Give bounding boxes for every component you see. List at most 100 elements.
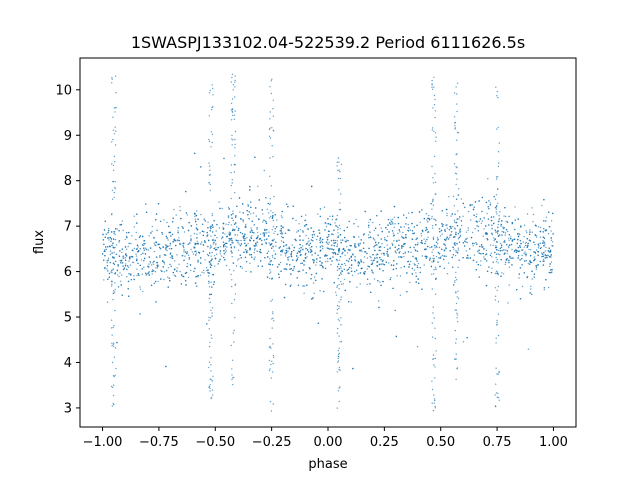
- data-point: [337, 327, 339, 330]
- data-point: [210, 131, 212, 133]
- data-point: [353, 223, 355, 225]
- data-point: [450, 215, 452, 217]
- data-point: [231, 73, 234, 76]
- data-point: [416, 264, 418, 267]
- data-point: [489, 204, 492, 206]
- data-point: [288, 256, 290, 258]
- data-point: [472, 208, 475, 211]
- data-point: [215, 244, 217, 246]
- data-point: [455, 338, 457, 340]
- data-point: [145, 211, 148, 213]
- data-point: [148, 235, 150, 237]
- data-point: [173, 268, 176, 271]
- data-point: [396, 275, 398, 277]
- data-point: [112, 394, 115, 397]
- data-point: [230, 197, 232, 200]
- data-point: [434, 116, 436, 119]
- data-point: [529, 260, 531, 262]
- data-point: [211, 337, 213, 339]
- data-point: [107, 230, 110, 232]
- data-point: [218, 201, 220, 203]
- data-point: [108, 272, 111, 275]
- x-tick-label: 0.75: [483, 435, 512, 450]
- data-point: [338, 387, 340, 389]
- data-point: [251, 235, 253, 237]
- data-point: [239, 211, 241, 213]
- data-point: [274, 257, 276, 260]
- data-point: [446, 238, 448, 240]
- data-point: [489, 202, 491, 204]
- data-point: [398, 248, 400, 250]
- data-point: [428, 217, 430, 220]
- data-point: [433, 218, 435, 220]
- data-point: [135, 248, 138, 250]
- data-point: [423, 264, 425, 266]
- x-tick-label: 0.25: [370, 435, 399, 450]
- data-point: [113, 251, 115, 254]
- data-point: [309, 247, 311, 249]
- data-point: [111, 269, 113, 272]
- data-point: [488, 200, 490, 202]
- data-point: [103, 259, 105, 261]
- data-point: [270, 260, 272, 262]
- data-point: [516, 289, 518, 291]
- data-point: [111, 361, 114, 364]
- data-point: [445, 255, 447, 257]
- data-point: [543, 245, 545, 247]
- data-point: [201, 271, 203, 273]
- data-point: [455, 249, 457, 252]
- data-point: [454, 236, 456, 238]
- data-point: [427, 231, 430, 233]
- data-point: [431, 273, 433, 275]
- data-point: [300, 215, 303, 218]
- data-point: [435, 245, 438, 248]
- data-point: [454, 242, 456, 244]
- data-point: [325, 260, 327, 263]
- data-point: [550, 239, 553, 241]
- data-point: [255, 207, 257, 209]
- data-point: [497, 165, 500, 168]
- data-point: [124, 238, 126, 240]
- data-point: [115, 228, 117, 230]
- data-point: [231, 279, 233, 281]
- data-point: [308, 240, 310, 242]
- data-point: [209, 183, 211, 186]
- data-point: [194, 152, 196, 155]
- data-point: [121, 294, 123, 296]
- data-point: [261, 239, 263, 242]
- data-point: [320, 264, 323, 267]
- data-point: [334, 242, 337, 244]
- data-point: [504, 232, 507, 234]
- data-point: [200, 213, 202, 216]
- data-point: [523, 252, 525, 255]
- data-point: [322, 267, 324, 269]
- data-point: [411, 222, 413, 225]
- data-point: [431, 261, 433, 263]
- data-point: [167, 276, 169, 278]
- data-point: [342, 251, 344, 254]
- data-point: [337, 360, 340, 362]
- data-point: [437, 261, 439, 263]
- data-point: [497, 235, 500, 237]
- data-point: [257, 235, 259, 237]
- data-point: [120, 223, 123, 226]
- data-point: [454, 243, 456, 246]
- data-point: [282, 241, 285, 243]
- data-point: [410, 251, 412, 253]
- data-point: [219, 246, 221, 248]
- data-point: [222, 244, 225, 247]
- data-point: [336, 332, 339, 334]
- data-point: [341, 253, 343, 255]
- data-point: [402, 252, 405, 255]
- data-point: [111, 78, 113, 80]
- data-point: [255, 215, 257, 217]
- data-point: [435, 256, 438, 258]
- data-point: [437, 251, 440, 254]
- data-point: [498, 253, 500, 255]
- data-point: [495, 176, 498, 178]
- data-point: [208, 319, 210, 321]
- data-point: [178, 237, 180, 239]
- data-point: [532, 221, 534, 223]
- data-point: [148, 263, 150, 265]
